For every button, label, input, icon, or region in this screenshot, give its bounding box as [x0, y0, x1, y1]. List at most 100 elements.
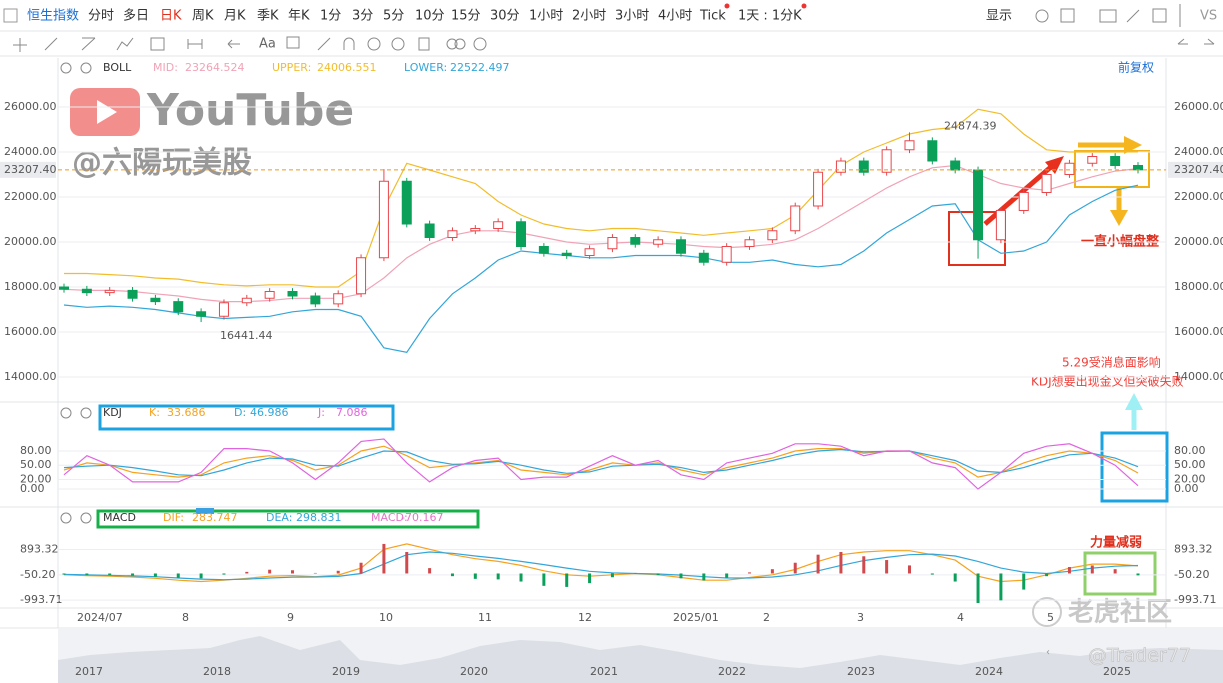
period-tab[interactable]: 年K: [288, 9, 310, 24]
macd-bar: [108, 573, 112, 576]
settings-icon[interactable]: [60, 512, 72, 524]
x-tick-label: 10: [379, 611, 393, 624]
candle-body: [81, 288, 92, 294]
y-tick-label-right: 0.00: [1174, 482, 1199, 495]
macd-bar: [1113, 569, 1117, 574]
period-tab[interactable]: 2小时: [572, 9, 606, 24]
legend-value: 46.986: [250, 406, 289, 419]
pattern-icon[interactable]: [116, 37, 134, 51]
indicator-line: [63, 448, 1139, 477]
macd-bar: [1136, 573, 1140, 576]
y-tick-label-right: -993.71: [1174, 593, 1216, 606]
settings-icon[interactable]: [1035, 9, 1049, 23]
legend-label: J:: [317, 406, 325, 419]
tiger-logo: [1032, 597, 1062, 627]
indicator-line: [64, 108, 1139, 288]
candle-body: [653, 239, 664, 245]
interval-select[interactable]: 1天 : 1分K: [738, 9, 802, 24]
period-tab[interactable]: 分时: [88, 9, 114, 24]
period-tab[interactable]: 1小时: [529, 9, 563, 24]
x-tick-label: 2024/07: [77, 611, 123, 624]
indicator-name: BOLL: [103, 61, 132, 74]
settings-icon[interactable]: [60, 407, 72, 419]
adjust-button[interactable]: 前复权: [1118, 60, 1154, 75]
candle-body: [264, 291, 275, 299]
settings-icon[interactable]: [473, 37, 487, 51]
period-tab[interactable]: 30分: [490, 9, 520, 24]
vs-button[interactable]: VS: [1200, 9, 1217, 24]
y-tick-label: 18000.00: [4, 280, 57, 293]
period-tab[interactable]: 4小时: [658, 9, 692, 24]
macd-bar: [222, 573, 226, 575]
period-tab[interactable]: 3分: [352, 9, 373, 24]
legend-value: 298.831: [296, 511, 342, 524]
y-tick-label-right: 14000.00: [1174, 370, 1223, 383]
ruler-icon[interactable]: [317, 37, 331, 51]
candle-body: [995, 210, 1006, 241]
y-tick-label-right: 80.00: [1174, 444, 1206, 457]
marker: [196, 508, 214, 514]
legend-label: D:: [234, 406, 246, 419]
x-tick-label: 11: [478, 611, 492, 624]
text-tool[interactable]: Aa: [259, 37, 276, 52]
layout-icon[interactable]: [1060, 8, 1075, 23]
youtube-text: YouTube: [146, 85, 354, 136]
symbol[interactable]: 恒生指数: [27, 9, 79, 24]
period-tab[interactable]: 日K: [160, 9, 182, 24]
macd-bar: [496, 573, 500, 580]
magnet-icon[interactable]: [343, 37, 355, 50]
play-icon: [97, 100, 117, 124]
y-tick-label: -993.71: [20, 593, 62, 606]
period-tab[interactable]: 1分: [320, 9, 341, 24]
crosshair-icon[interactable]: [13, 38, 27, 52]
eye-icon[interactable]: [367, 37, 381, 51]
period-tab[interactable]: 10分: [415, 9, 445, 24]
candle-body: [150, 297, 161, 303]
period-tab[interactable]: 周K: [192, 9, 214, 24]
annotations: [96, 136, 1169, 596]
arrow-icon[interactable]: [227, 39, 240, 49]
macd-bar: [725, 573, 729, 578]
measure-icon[interactable]: [150, 37, 165, 51]
link-icon[interactable]: [446, 38, 458, 50]
period-tab[interactable]: 多日: [123, 8, 149, 24]
channel-icon[interactable]: [81, 37, 96, 51]
trash-icon[interactable]: [418, 37, 430, 51]
candle-body: [127, 289, 138, 299]
period-tab[interactable]: 月K: [224, 9, 246, 24]
line-icon[interactable]: [44, 37, 58, 51]
period-tab[interactable]: 3小时: [615, 9, 649, 24]
x-tick-label: 2025/01: [673, 611, 719, 624]
link-icon[interactable]: [454, 38, 466, 50]
hide-icon[interactable]: [391, 37, 405, 51]
y-tick-label-right: -50.20: [1174, 568, 1209, 581]
pen-icon[interactable]: [1126, 9, 1140, 23]
highlight-box: [98, 404, 395, 431]
undo-icon[interactable]: [1177, 38, 1188, 45]
period-tab[interactable]: 15分: [451, 9, 481, 24]
macd-bar: [770, 569, 774, 574]
candle-body: [287, 291, 298, 297]
redo-icon[interactable]: [1204, 38, 1215, 45]
close-icon[interactable]: [80, 407, 92, 419]
camera-icon[interactable]: [1099, 9, 1117, 23]
macd-bar: [862, 556, 866, 574]
close-icon[interactable]: [80, 62, 92, 74]
note-icon[interactable]: [286, 36, 300, 49]
close-icon[interactable]: [80, 512, 92, 524]
checkbox[interactable]: [3, 8, 18, 23]
macd-bar: [1022, 573, 1026, 590]
period-tab[interactable]: 季K: [257, 9, 279, 24]
x-tick-label: 5: [1047, 611, 1054, 624]
display-menu[interactable]: 显示: [986, 9, 1012, 24]
candle-body: [173, 301, 184, 313]
settings-icon[interactable]: [60, 62, 72, 74]
highlight-box: [96, 509, 480, 529]
period-tab[interactable]: 5分: [383, 9, 404, 24]
range-icon[interactable]: [187, 39, 203, 49]
navigator-arrow[interactable]: ‹: [1046, 647, 1050, 658]
macd-bar: [473, 573, 477, 579]
period-tab[interactable]: Tick: [699, 9, 726, 24]
macd-bar: [679, 573, 683, 579]
fullscreen-icon[interactable]: [1152, 8, 1167, 23]
